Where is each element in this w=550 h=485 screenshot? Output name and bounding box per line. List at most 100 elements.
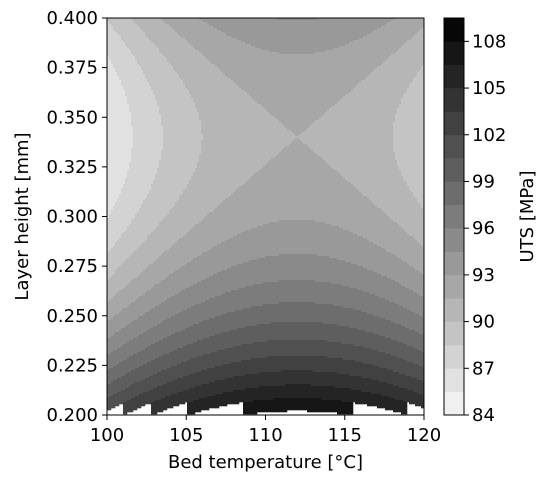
- contour-cell: [303, 398, 306, 411]
- contour-cell: [311, 18, 314, 21]
- contour-cell: [343, 260, 346, 287]
- contour-cell: [251, 388, 254, 403]
- contour-cell: [115, 366, 118, 381]
- contour-cell: [345, 230, 348, 263]
- contour-cell: [375, 68, 378, 207]
- contour-cell: [351, 18, 354, 43]
- contour-cell: [127, 170, 130, 227]
- contour-cell: [355, 18, 358, 41]
- contour-cell: [249, 18, 252, 45]
- contour-cell: [175, 394, 178, 407]
- contour-cell: [371, 332, 374, 351]
- contour-cell: [383, 298, 386, 319]
- contour-cell: [221, 18, 224, 33]
- contour-cell: [175, 366, 178, 381]
- contour-cell: [189, 402, 192, 415]
- contour-cell: [355, 362, 358, 377]
- contour-cell: [353, 376, 356, 391]
- contour-cell: [139, 208, 142, 247]
- contour-cell: [277, 256, 280, 283]
- colorbar: [444, 18, 464, 416]
- contour-cell: [261, 400, 264, 413]
- contour-cell: [113, 380, 116, 395]
- contour-cell: [323, 304, 326, 325]
- contour-cell: [209, 26, 212, 63]
- contour-cell: [321, 372, 324, 387]
- contour-cell: [401, 306, 404, 327]
- contour-cell: [367, 378, 370, 393]
- contour-cell: [243, 42, 246, 91]
- contour-cell: [135, 18, 138, 25]
- contour-cell: [389, 384, 392, 399]
- contour-cell: [267, 18, 270, 51]
- contour-cell: [241, 376, 244, 391]
- contour-cell: [345, 262, 348, 287]
- contour-cell: [263, 258, 266, 283]
- contour-cell: [225, 76, 228, 199]
- contour-cell: [177, 332, 180, 349]
- contour-cell: [161, 150, 164, 221]
- contour-cell: [287, 398, 290, 411]
- contour-cell: [225, 270, 228, 293]
- contour-cell: [333, 342, 336, 359]
- contour-cell: [181, 194, 184, 239]
- contour-cell: [315, 386, 318, 399]
- contour-cell: [299, 370, 302, 385]
- contour-cell: [197, 324, 200, 341]
- contour-cell: [297, 302, 300, 323]
- contour-cell: [351, 42, 354, 91]
- contour-cell: [273, 222, 276, 257]
- contour-cell: [221, 332, 224, 351]
- contour-cell: [357, 390, 360, 405]
- contour-cell: [155, 358, 158, 375]
- contour-cell: [395, 52, 398, 115]
- contour-cell: [209, 336, 212, 355]
- contour-cell: [345, 18, 348, 45]
- contour-cell: [217, 334, 220, 351]
- contour-cell: [159, 324, 162, 341]
- contour-cell: [143, 242, 146, 271]
- contour-cell: [257, 400, 260, 413]
- contour-cell: [311, 370, 314, 387]
- contour-cell: [405, 18, 408, 43]
- contour-cell: [327, 18, 330, 51]
- contour-cell: [141, 272, 144, 297]
- contour-cell: [333, 258, 336, 285]
- contour-cell: [125, 18, 128, 47]
- contour-cell: [129, 400, 132, 413]
- contour-cell: [325, 224, 328, 257]
- contour-cell: [231, 362, 234, 379]
- contour-cell: [151, 42, 154, 91]
- contour-cell: [293, 370, 296, 385]
- contour-cell: [395, 282, 398, 305]
- contour-cell: [409, 290, 412, 311]
- contour-cell: [163, 218, 166, 253]
- contour-cell: [263, 304, 266, 325]
- contour-cell: [373, 204, 376, 245]
- contour-cell: [175, 242, 178, 271]
- contour-cell: [245, 360, 248, 375]
- contour-cell: [165, 300, 168, 321]
- contour-cell: [223, 74, 226, 201]
- contour-cell: [313, 254, 316, 281]
- contour-cell: [213, 396, 216, 409]
- contour-cell: [271, 158, 274, 223]
- contour-cell: [267, 400, 270, 413]
- contour-cell: [129, 224, 132, 257]
- contour-cell: [123, 262, 126, 289]
- contour-cell: [295, 254, 298, 281]
- contour-cell: [367, 314, 370, 333]
- contour-cell: [169, 336, 172, 353]
- contour-cell: [143, 32, 146, 75]
- contour-cell: [257, 226, 260, 259]
- contour-cell: [413, 348, 416, 365]
- contour-cell: [401, 98, 404, 177]
- contour-cell: [331, 18, 334, 51]
- contour-cell: [331, 284, 334, 305]
- contour-cell: [271, 18, 274, 53]
- contour-cell: [125, 96, 128, 179]
- contour-cell: [153, 388, 156, 403]
- contour-cell: [325, 112, 328, 163]
- contour-cell: [241, 390, 244, 403]
- contour-cell: [191, 306, 194, 327]
